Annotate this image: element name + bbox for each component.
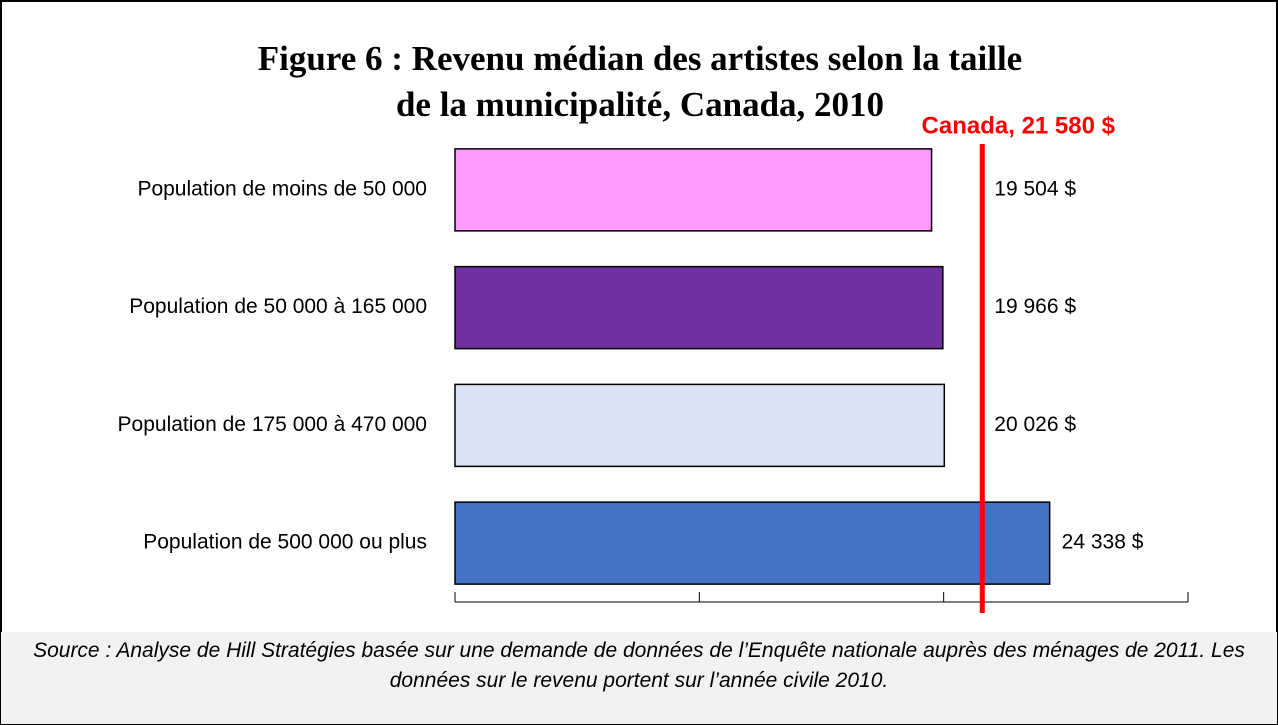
- value-label: 19 504 $: [994, 177, 1076, 200]
- category-label: Population de 500 000 ou plus: [143, 531, 427, 554]
- value-label: 19 966 $: [994, 295, 1076, 318]
- reference-label: Canada, 21 580 $: [922, 112, 1116, 139]
- bar: [454, 148, 933, 232]
- source-note: Source : Analyse de Hill Stratégies basé…: [1, 632, 1277, 724]
- category-label: Population de 50 000 à 165 000: [129, 295, 427, 318]
- category-label: Population de moins de 50 000: [137, 177, 427, 200]
- value-label: 20 026 $: [994, 413, 1076, 436]
- category-label: Population de 175 000 à 470 000: [118, 413, 427, 436]
- chart-title: Figure 6 : Revenu médian des artistes se…: [257, 39, 1023, 124]
- bar: [454, 265, 944, 350]
- bar: [454, 501, 1051, 585]
- bar: [454, 383, 946, 468]
- value-label: 24 338 $: [1062, 531, 1144, 554]
